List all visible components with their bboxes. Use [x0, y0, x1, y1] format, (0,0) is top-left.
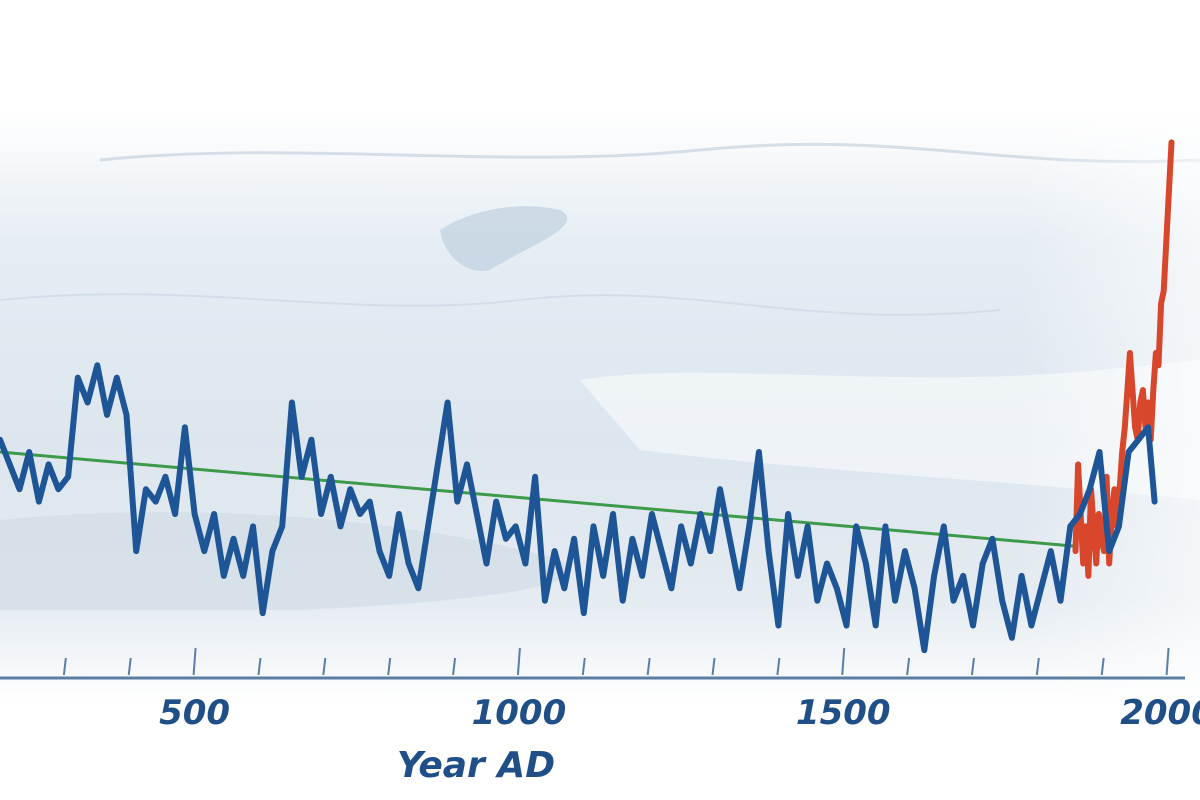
x-minor-tick: [581, 657, 586, 676]
x-axis: 500 1000 1500 2000: [0, 647, 1200, 733]
x-tick-label: 2000: [1120, 693, 1200, 733]
x-tick-label: 1500: [796, 693, 891, 733]
instrumental-series-line: [1072, 139, 1175, 579]
x-tick-label: 500: [159, 693, 230, 733]
x-minor-tick: [257, 657, 262, 676]
x-minor-tick: [711, 657, 716, 676]
x-minor-tick: [646, 657, 651, 676]
x-minor-tick: [452, 657, 457, 676]
x-axis-title: Year AD: [397, 745, 555, 786]
x-tick-label: 1000: [472, 693, 567, 733]
x-minor-tick: [970, 657, 975, 676]
x-minor-tick: [776, 657, 781, 676]
x-minor-tick: [322, 657, 327, 676]
x-major-tick: [516, 647, 521, 676]
x-minor-tick: [1035, 657, 1040, 676]
reconstruction-series-line: [0, 362, 1158, 654]
x-minor-tick: [62, 657, 67, 676]
x-major-tick: [1165, 647, 1170, 676]
x-minor-tick: [387, 657, 392, 676]
x-major-tick: [841, 647, 846, 676]
x-major-tick: [192, 647, 197, 676]
series-layer: [0, 139, 1175, 654]
x-minor-tick: [1100, 657, 1105, 676]
x-minor-tick: [906, 657, 911, 676]
x-minor-tick: [127, 657, 132, 676]
